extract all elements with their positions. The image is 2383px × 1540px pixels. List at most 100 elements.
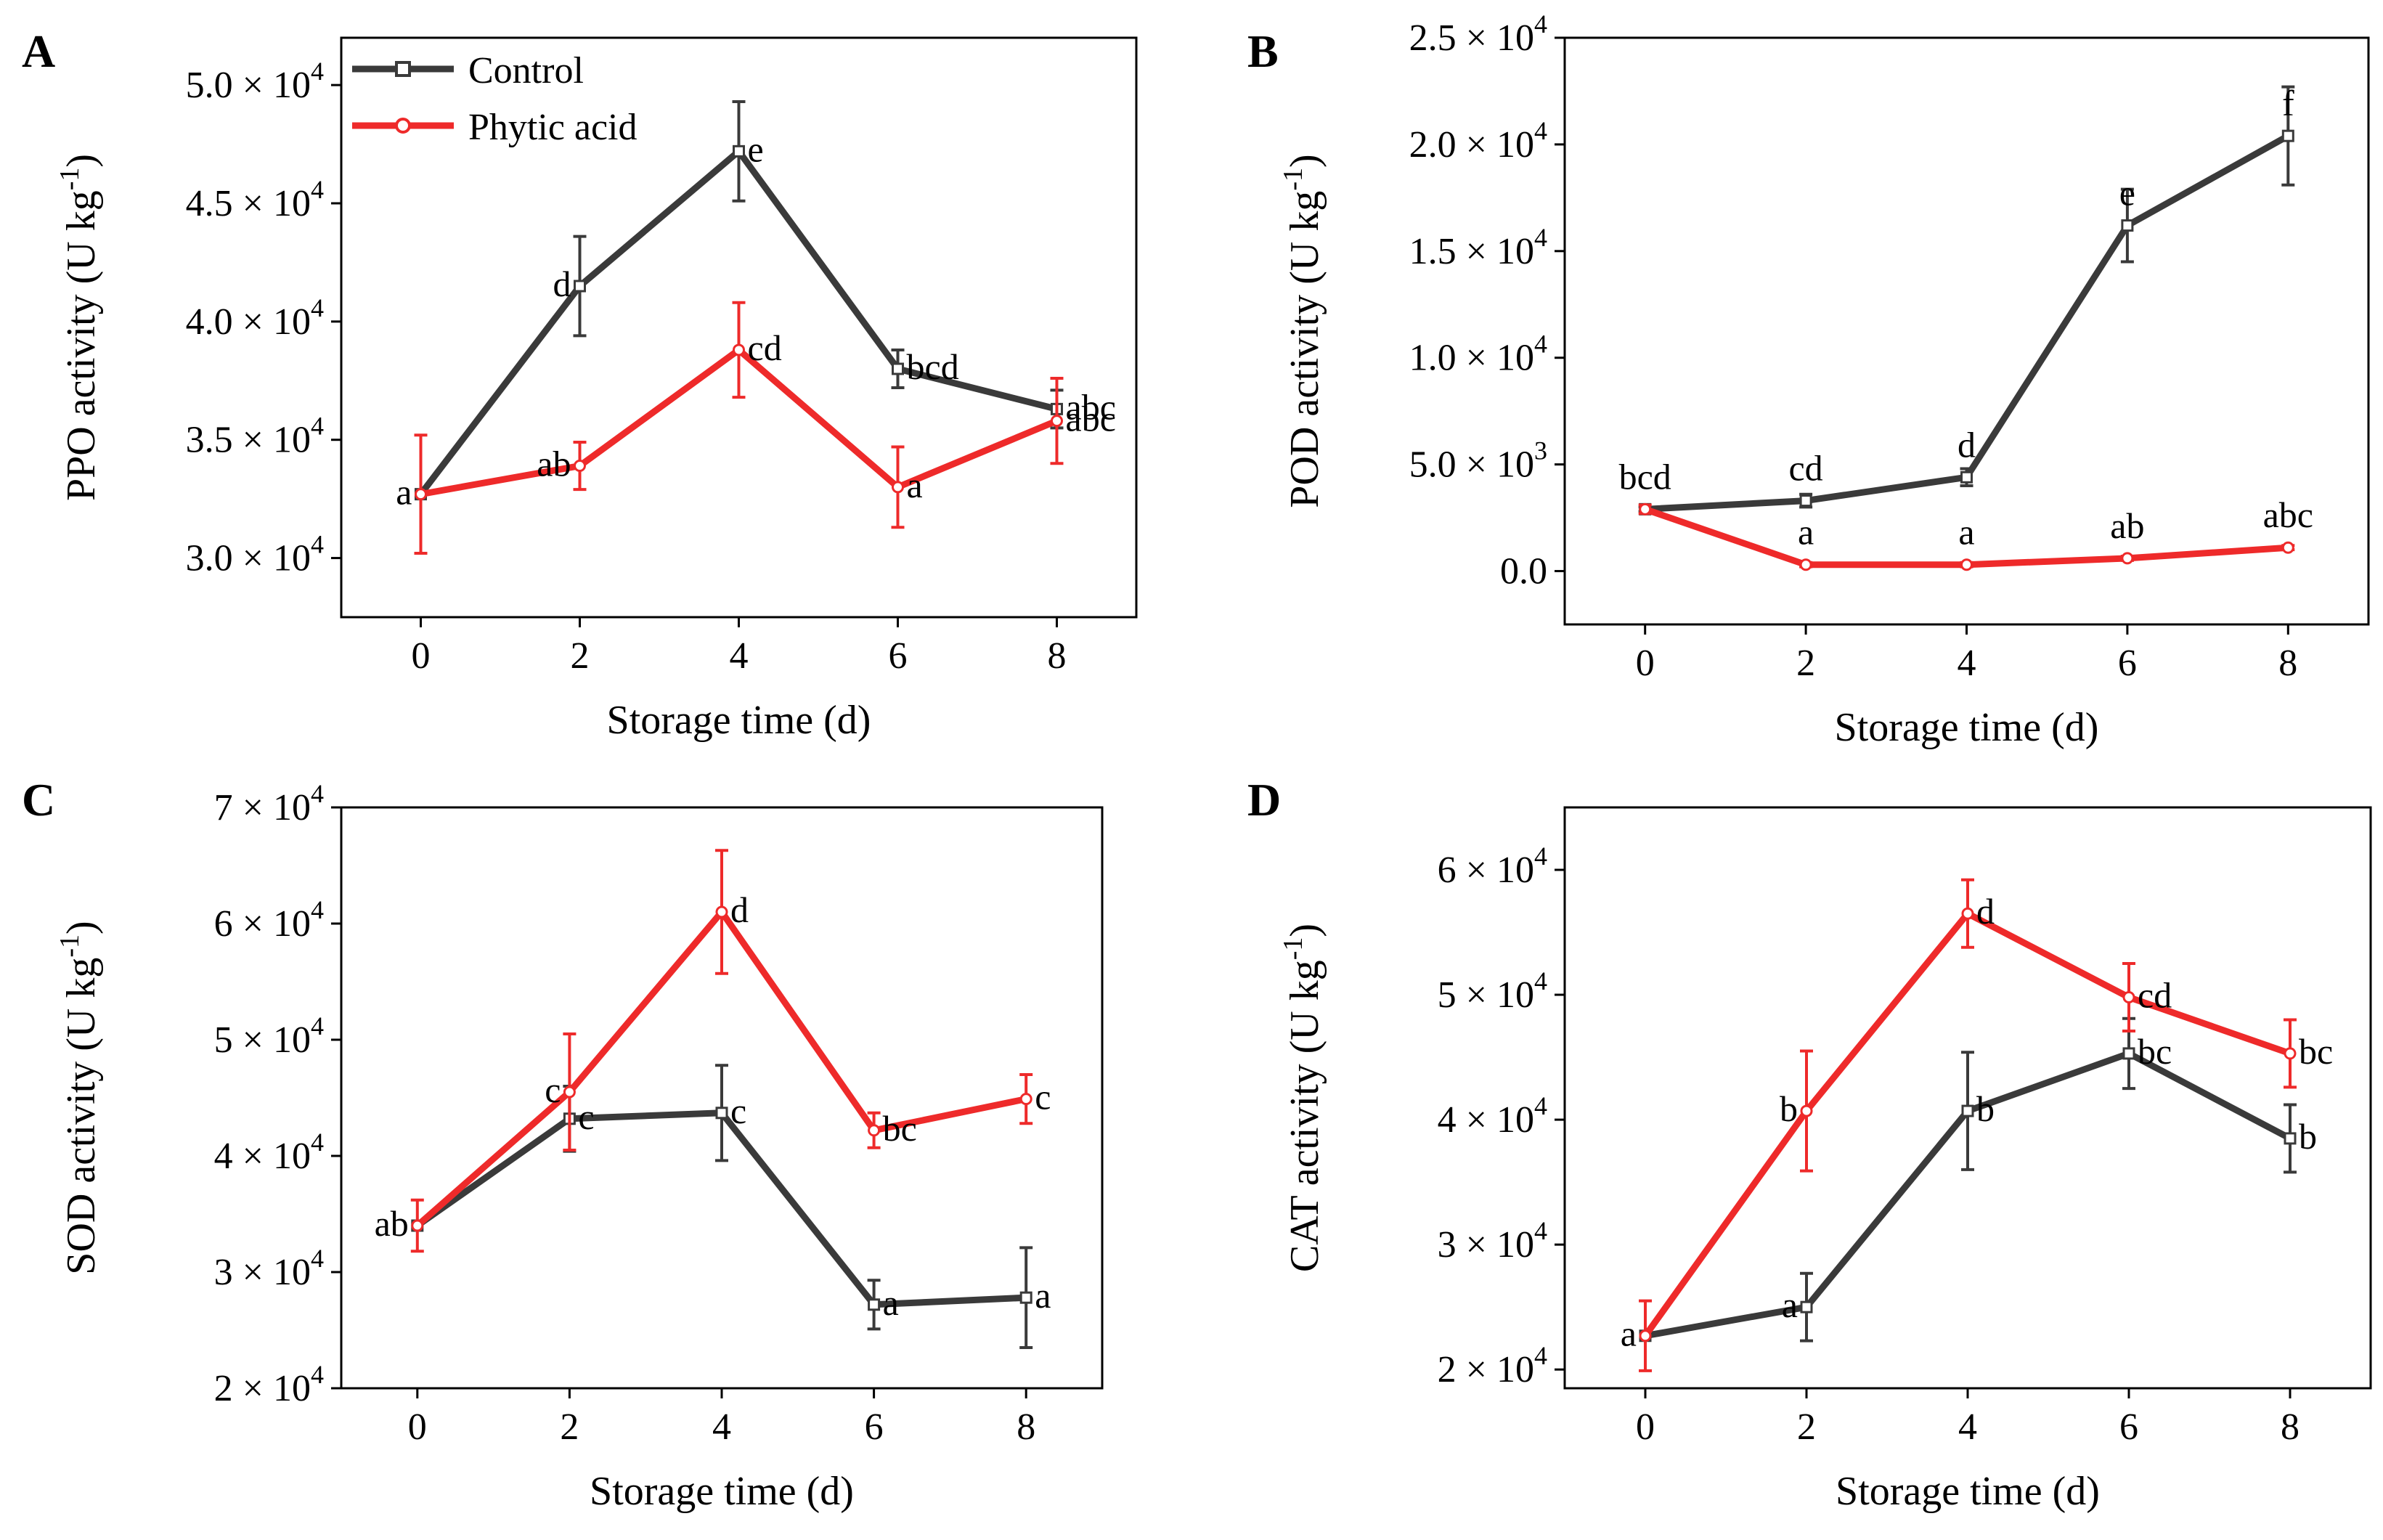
significance-letter: b <box>1780 1088 1798 1129</box>
significance-letter: abc <box>1066 399 1116 439</box>
panel-label-a: A <box>22 25 55 77</box>
y-tick-label: 2 × 104 <box>1438 1341 1547 1390</box>
significance-letter: ab <box>2110 505 2144 546</box>
panel-b: B 0 2 4 6 8 0.0 5.0 × 103 1.0 × 104 1.5 × 104 2.0 … <box>1247 9 2370 750</box>
y-tick-label: 4.5 × 104 <box>186 175 324 224</box>
panel-a: A 0 2 4 6 8 3.0 × 104 3.5 × 104 4.0 × 104 4.5 × 1… <box>22 25 1138 743</box>
x-axis-title-a: Storage time (d) <box>607 698 871 743</box>
y-tick-label: 6 × 104 <box>1438 842 1547 891</box>
significance-letter: bc <box>2299 1031 2333 1072</box>
y-tick-label: 4.0 × 104 <box>186 293 324 343</box>
data-point <box>1019 1093 1032 1106</box>
significance-letter: f <box>2282 83 2294 123</box>
data-point <box>1961 907 1974 920</box>
significance-letter: c <box>730 1091 746 1131</box>
x-tick-label: 8 <box>1017 1406 1035 1448</box>
significance-letter: d <box>730 889 749 930</box>
data-point <box>2284 1047 2297 1060</box>
series-phytic-b: a a ab abc <box>1638 494 2313 571</box>
data-point <box>892 481 904 494</box>
significance-letter: a <box>1958 512 1974 553</box>
series-control-b: bcd cd d e f <box>1619 83 2295 516</box>
data-point <box>733 144 745 158</box>
x-tick-label: 0 <box>408 1406 427 1448</box>
x-axis-title-d: Storage time (d) <box>1836 1469 2100 1514</box>
significance-letter: b <box>2299 1116 2317 1157</box>
x-tick-label: 6 <box>865 1406 884 1448</box>
data-point <box>892 362 904 375</box>
series-phytic-a: a ab cd a abc <box>396 301 1116 555</box>
data-point <box>1639 502 1652 516</box>
data-point <box>2122 991 2135 1004</box>
y-tick-label: 7 × 104 <box>214 779 324 828</box>
y-tick-label: 0.0 <box>1500 551 1547 592</box>
significance-letter: e <box>748 129 764 169</box>
significance-letter: cd <box>1788 448 1822 489</box>
significance-letter: d <box>1976 891 1995 932</box>
x-tick-label: 2 <box>1796 643 1815 684</box>
data-point <box>574 460 586 473</box>
legend-phytic-marker <box>395 118 411 134</box>
panel-label-b: B <box>1247 25 1279 77</box>
data-point <box>1799 494 1812 508</box>
y-axis-title-d: CAT activity (U kg-1) <box>1278 924 1327 1272</box>
x-tick-label: 0 <box>412 635 431 677</box>
series-control-d: a b bc b <box>1639 1017 2317 1343</box>
series-phytic-c: ab c d bc c <box>375 849 1051 1253</box>
y-tick-label: 3.5 × 104 <box>186 412 324 461</box>
x-tick-label: 2 <box>560 1406 579 1448</box>
y-tick-label: 5 × 104 <box>1438 966 1547 1016</box>
significance-letter: abc <box>2263 494 2313 535</box>
y-tick-label: 3.0 × 104 <box>186 530 324 579</box>
x-tick-label: 2 <box>1797 1406 1816 1448</box>
x-tick-label: 8 <box>2281 1406 2300 1448</box>
x-tick-label: 8 <box>1048 635 1067 677</box>
panel-label-c: C <box>22 774 55 826</box>
y-tick-label: 6 × 104 <box>214 895 324 945</box>
significance-letter: c <box>1035 1077 1051 1117</box>
significance-letter: d <box>553 264 571 304</box>
significance-letter: abc <box>1066 386 1116 427</box>
significance-letter: cd <box>748 327 782 368</box>
y-tick-label: 1.0 × 104 <box>1409 330 1547 379</box>
data-point <box>1800 1104 1813 1117</box>
significance-letter: c <box>545 1070 561 1110</box>
significance-letter: c <box>578 1096 594 1137</box>
y-axis-title-a: PPO activity (U kg-1) <box>54 154 104 501</box>
significance-letter: bc <box>883 1108 917 1149</box>
y-axis-title-c: SOD activity (U kg-1) <box>54 921 104 1274</box>
legend-control-marker <box>395 61 411 77</box>
data-point <box>574 280 586 293</box>
series-control-a: d e bcd abc <box>415 99 1116 501</box>
legend-control-label: Control <box>468 50 584 91</box>
x-tick-label: 4 <box>1958 643 1976 684</box>
significance-letter: a <box>1782 1284 1798 1325</box>
data-point <box>2281 129 2294 142</box>
x-tick-label: 2 <box>571 635 590 677</box>
significance-letter: bcd <box>1619 456 1671 497</box>
panel-d: D 0 2 4 6 8 2 × 104 3 × 104 4 × 104 5 × 104 6 × 10… <box>1247 774 2372 1514</box>
panel-label-d: D <box>1247 774 1281 826</box>
data-point <box>1019 1291 1032 1304</box>
x-tick-label: 4 <box>730 635 749 677</box>
data-point <box>563 1085 576 1099</box>
x-tick-label: 4 <box>1958 1406 1977 1448</box>
significance-letter: ab <box>537 444 571 484</box>
x-tick-label: 8 <box>2278 643 2297 684</box>
significance-letter: a <box>1621 1313 1637 1354</box>
data-point <box>1960 558 1973 571</box>
significance-letter: a <box>907 465 923 505</box>
x-tick-label: 6 <box>889 635 908 677</box>
significance-letter: b <box>1976 1088 1995 1129</box>
data-point <box>1960 470 1973 484</box>
y-tick-label: 4 × 104 <box>214 1128 324 1177</box>
significance-letter: a <box>1035 1275 1051 1316</box>
series-phytic-d: a b d cd bc <box>1621 878 2333 1372</box>
panel-c: C 0 2 4 6 8 2 × 104 3 × 104 4 × 104 5 × 104 6 × 10… <box>22 774 1104 1514</box>
x-tick-label: 6 <box>2119 1406 2138 1448</box>
y-tick-label: 4 × 104 <box>1438 1091 1547 1141</box>
significance-letter: cd <box>2138 975 2172 1016</box>
y-tick-label: 2.0 × 104 <box>1409 116 1547 166</box>
data-point <box>2122 1047 2135 1060</box>
